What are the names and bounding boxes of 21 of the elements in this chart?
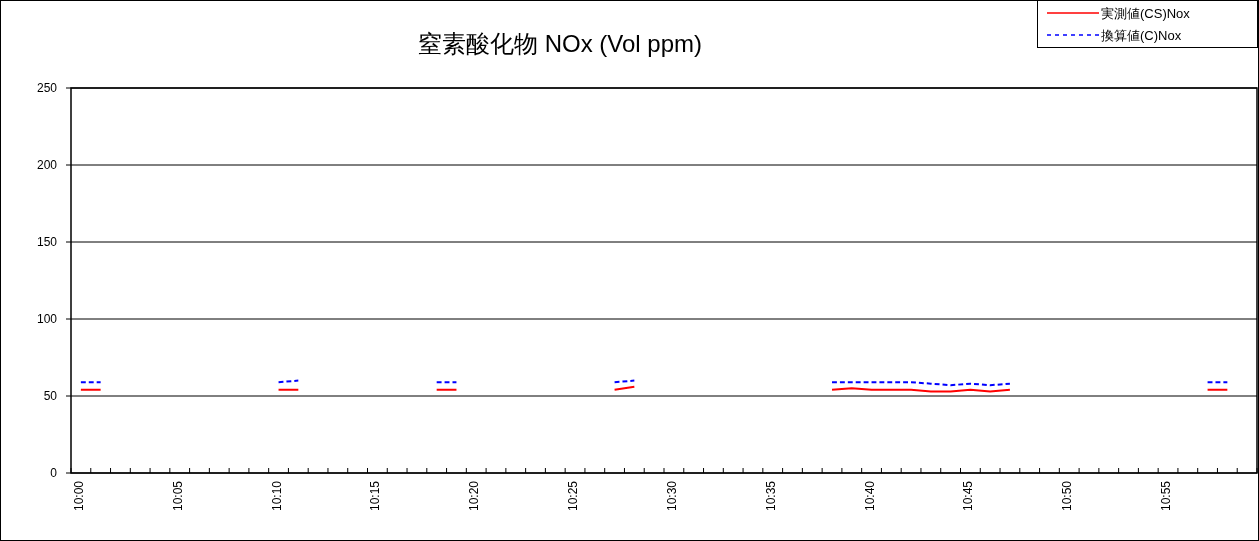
chart-title: 窒素酸化物 NOx (Vol ppm) (417, 30, 703, 57)
x-tick-label: 10:45 (961, 480, 976, 512)
legend-label: 実測値(CS)Nox (1101, 6, 1191, 21)
legend-label: 換算値(C)Nox (1101, 28, 1182, 43)
x-tick-label: 10:20 (467, 480, 482, 512)
x-tick-label: 10:05 (170, 480, 185, 512)
x-tick-label: 10:15 (368, 480, 383, 512)
y-tick-label: 50 (43, 389, 58, 403)
y-tick-label: 150 (36, 235, 58, 249)
x-tick-label: 10:55 (1159, 480, 1174, 512)
y-tick-label: 100 (36, 312, 58, 326)
x-tick-label: 10:40 (862, 480, 877, 512)
x-tick-label: 10:00 (71, 480, 86, 512)
x-tick-label: 10:30 (664, 480, 679, 512)
x-tick-label: 10:10 (269, 480, 284, 512)
y-tick-label: 0 (50, 466, 58, 480)
x-tick-label: 10:50 (1060, 480, 1075, 512)
y-tick-label: 250 (36, 81, 58, 95)
x-tick-label: 10:35 (763, 480, 778, 512)
y-tick-label: 200 (36, 158, 58, 172)
x-tick-label: 10:25 (566, 480, 581, 512)
